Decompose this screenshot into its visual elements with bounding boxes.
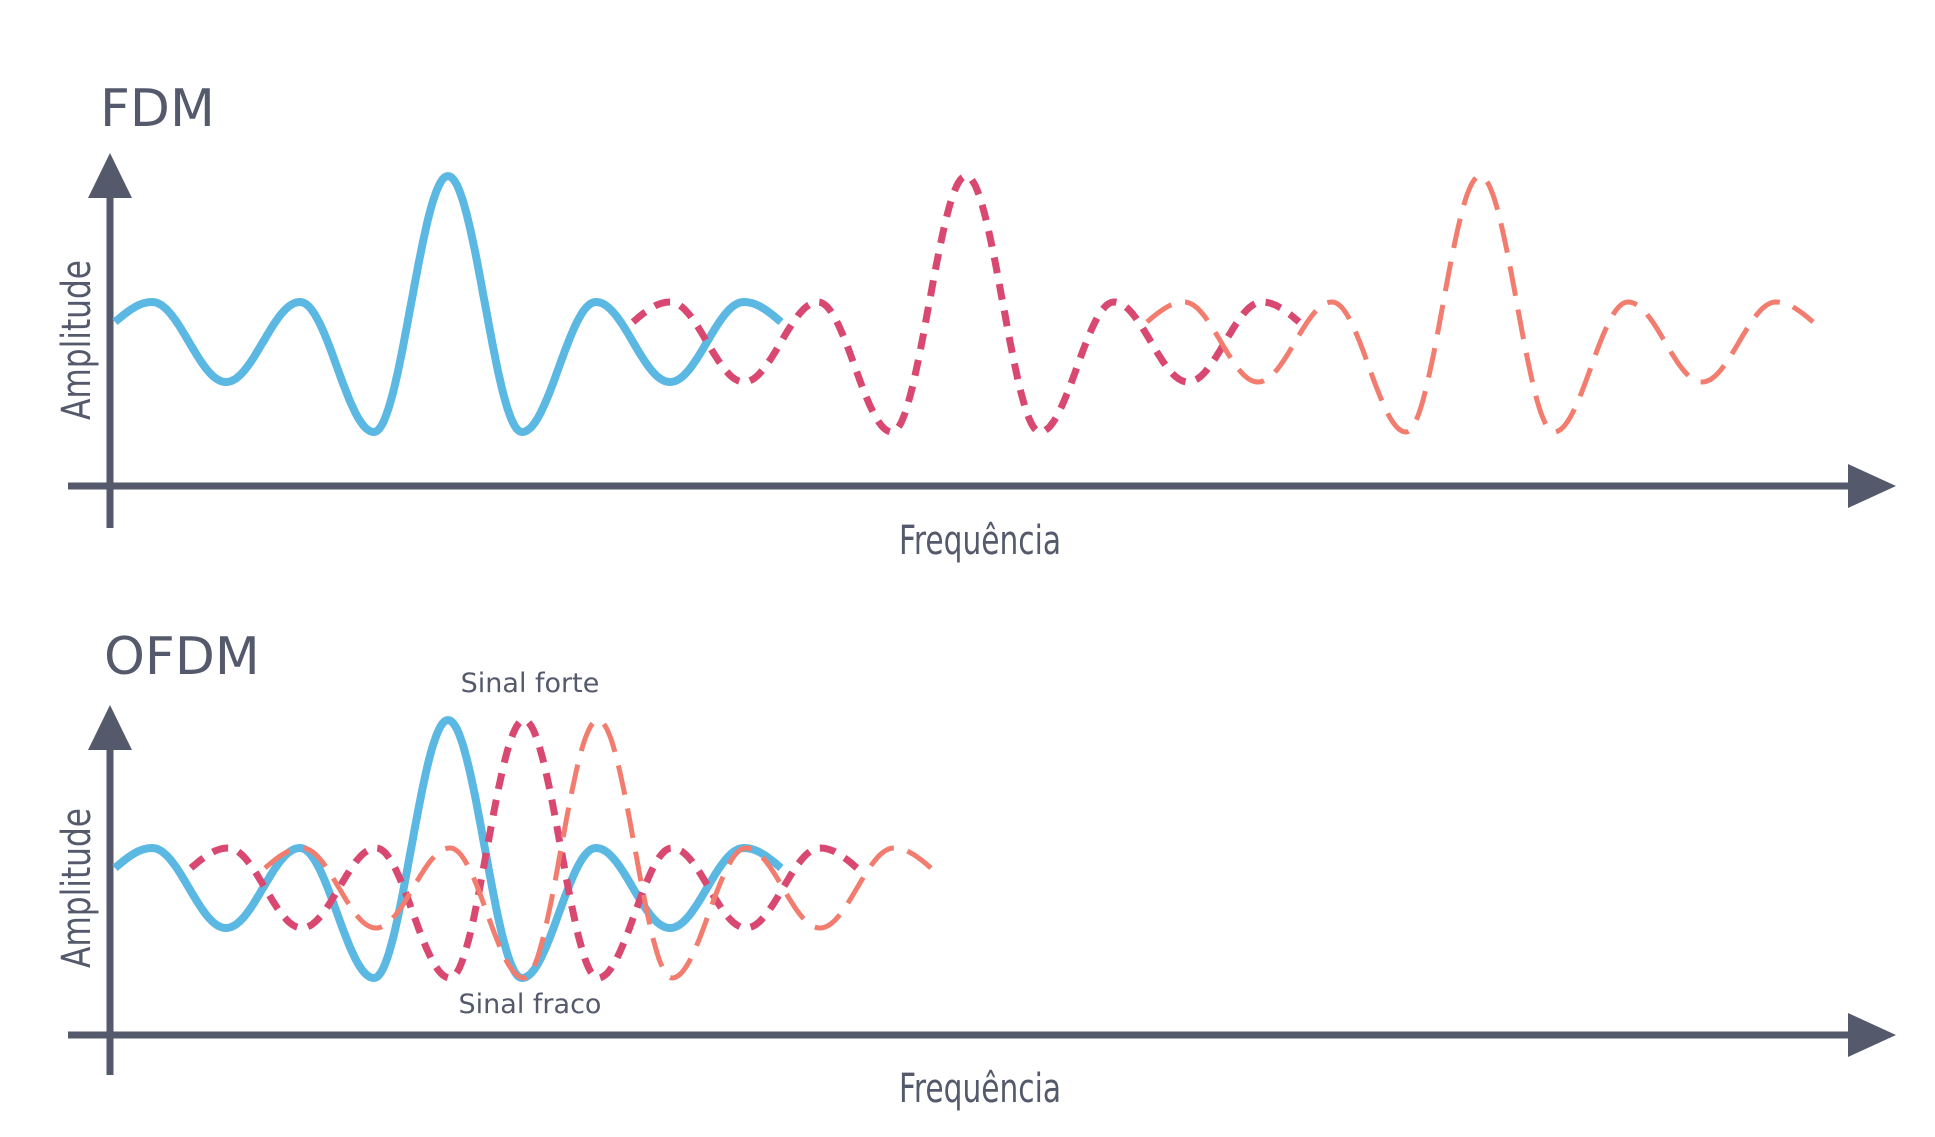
fdm-title: FDM [100,79,215,139]
fdm-x-axis-arrow-icon [1848,464,1896,508]
ofdm-panel: OFDM Amplitude Frequência Sinal forte Si… [54,627,1896,1112]
ofdm-x-axis-label: Frequência [899,1066,1061,1112]
ofdm-x-axis-arrow-icon [1848,1013,1896,1057]
ofdm-y-axis-label: Amplitude [54,808,100,968]
ofdm-title: OFDM [104,627,260,687]
fdm-subcarrier-1-wave [112,172,784,436]
fdm-y-axis-label: Amplitude [54,260,100,420]
ofdm-subcarrier-1-wave [112,716,784,982]
ofdm-subcarrier-3-wave [263,717,933,981]
weak-signal-label: Sinal fraco [459,989,602,1020]
fdm-y-axis-arrow-icon [88,153,132,198]
strong-signal-label: Sinal forte [461,668,600,699]
fdm-subcarrier-3-wave [1145,173,1815,435]
fdm-x-axis-label: Frequência [899,518,1061,564]
fdm-panel: FDM Amplitude Frequência [54,79,1896,564]
ofdm-y-axis-arrow-icon [88,705,132,750]
